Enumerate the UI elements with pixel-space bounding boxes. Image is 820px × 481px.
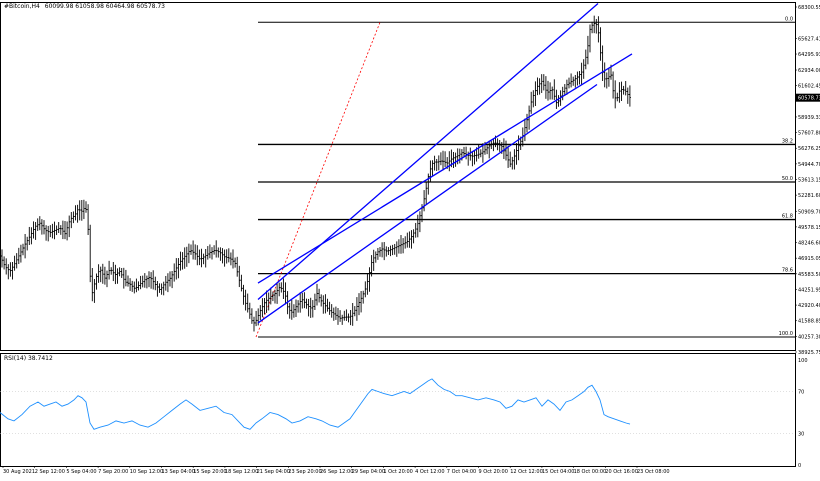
fib-level-label: 38.2 bbox=[782, 138, 793, 144]
time-tick-label: 21 Sep 04:00 bbox=[257, 469, 290, 475]
rsi-series bbox=[0, 378, 795, 434]
channel-line-middle bbox=[257, 53, 633, 284]
time-tick-label: 15 Oct 04:00 bbox=[542, 469, 575, 475]
time-tick-label: 1 Oct 20:00 bbox=[383, 469, 412, 475]
channel-line-upper bbox=[257, 2, 599, 300]
time-tick-label: 13 Sep 04:00 bbox=[162, 469, 195, 475]
price-tick-label: 62934.00 bbox=[798, 68, 820, 74]
price-tick-label: 58939.33 bbox=[798, 115, 820, 121]
price-tick-label: 61602.45 bbox=[798, 84, 820, 90]
price-channel[interactable] bbox=[257, 2, 633, 324]
fibonacci-retracement[interactable]: 0.0 38.2 50.0 61.8 78.6 100.0 bbox=[258, 16, 795, 338]
time-tick-label: 30 Aug 2021 bbox=[3, 469, 35, 475]
price-tick-label: 40257.30 bbox=[798, 334, 820, 340]
time-tick-label: 23 Oct 08:00 bbox=[637, 469, 670, 475]
price-tick-label: 41588.85 bbox=[798, 319, 820, 325]
fib-level-label: 50.0 bbox=[782, 176, 793, 182]
price-tick-label: 65627.41 bbox=[798, 36, 820, 42]
time-tick-label: 20 Oct 16:00 bbox=[605, 469, 638, 475]
time-tick-label: 15 Sep 20:00 bbox=[193, 469, 226, 475]
time-tick-label: 7 Sep 20:00 bbox=[98, 469, 128, 475]
rsi-tick-label: 0 bbox=[798, 463, 801, 469]
time-tick-label: 9 Oct 20:00 bbox=[479, 469, 508, 475]
price-tick-label: 42920.40 bbox=[798, 303, 820, 309]
time-tick-label: 10 Sep 12:00 bbox=[130, 469, 163, 475]
chart-header: #Bitcoin,H4 60099.98 61058.98 60464.98 6… bbox=[4, 3, 165, 10]
price-tick-label: 44251.95 bbox=[798, 287, 820, 293]
time-tick-label: 12 Oct 12:00 bbox=[510, 469, 543, 475]
time-tick-label: 7 Oct 04:00 bbox=[447, 469, 476, 475]
price-tick-label: 52281.60 bbox=[798, 193, 820, 199]
price-tick-label: 38925.75 bbox=[798, 350, 820, 356]
fib-level-label: 100.0 bbox=[779, 331, 793, 337]
time-tick-label: 5 Sep 04:00 bbox=[66, 469, 96, 475]
time-tick-label: 18 Oct 00:00 bbox=[574, 469, 607, 475]
chart-frames bbox=[0, 2, 796, 467]
price-tick-label: 56276.25 bbox=[798, 146, 820, 152]
price-tick-label: 48246.60 bbox=[798, 241, 820, 247]
time-tick-label: 2 Sep 12:00 bbox=[35, 469, 65, 475]
price-pane-frame bbox=[0, 2, 796, 351]
current-price-label: 60578.73 bbox=[798, 96, 820, 102]
rsi-label: RSI(14) 38.7412 bbox=[4, 355, 53, 362]
time-tick-label: 26 Sep 12:00 bbox=[320, 469, 353, 475]
rsi-tick-label: 30 bbox=[798, 432, 804, 438]
fib-level-label: 0.0 bbox=[785, 16, 793, 22]
price-tick-label: 64295.93 bbox=[798, 52, 820, 58]
fib-level-label: 78.6 bbox=[782, 268, 793, 274]
fib-level-label: 61.8 bbox=[782, 214, 793, 220]
price-tick-label: 46915.05 bbox=[798, 256, 820, 262]
price-tick-label: 57607.80 bbox=[798, 131, 820, 137]
axes: 68300.55 65627.41 64295.93 62934.00 61602.45… bbox=[2, 5, 820, 475]
time-tick-label: 29 Sep 04:00 bbox=[352, 469, 385, 475]
price-tick-label: 68300.55 bbox=[798, 5, 820, 11]
time-tick-label: 4 Oct 12:00 bbox=[415, 469, 444, 475]
time-tick-label: 23 Sep 20:00 bbox=[288, 469, 321, 475]
rsi-tick-label: 100 bbox=[798, 358, 808, 364]
channel-line-lower bbox=[257, 83, 598, 324]
rsi-tick-label: 70 bbox=[798, 390, 804, 396]
price-tick-label: 54944.70 bbox=[798, 162, 820, 168]
ohlc-values: 60099.98 61058.98 60464.98 60578.73 bbox=[45, 3, 165, 10]
symbol-label: #Bitcoin,H4 bbox=[4, 3, 40, 10]
time-tick-label: 18 Sep 12:00 bbox=[225, 469, 258, 475]
current-price-box bbox=[796, 93, 820, 102]
price-series bbox=[1, 15, 631, 332]
rsi-line bbox=[0, 378, 631, 430]
price-tick-label: 50909.70 bbox=[798, 209, 820, 215]
price-tick-label: 53613.15 bbox=[798, 178, 820, 184]
rsi-pane-frame bbox=[0, 353, 796, 467]
price-tick-label: 49578.15 bbox=[798, 225, 820, 231]
price-tick-label: 45583.50 bbox=[798, 272, 820, 278]
